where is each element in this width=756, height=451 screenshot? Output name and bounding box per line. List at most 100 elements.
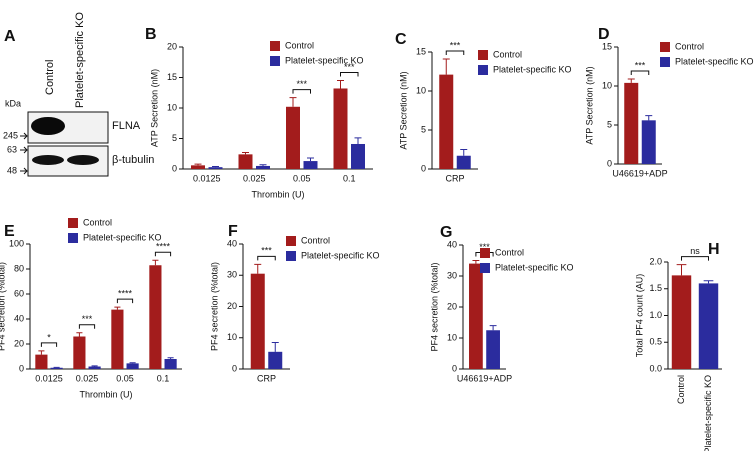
bar	[351, 143, 365, 169]
y-axis-label: ATP Secretion (nM)	[398, 71, 408, 149]
significance-label: ****	[156, 242, 171, 252]
significance-bracket	[116, 298, 134, 304]
y-tick-label: 0	[19, 363, 24, 373]
error-bar	[645, 115, 653, 121]
significance-label: ****	[118, 289, 133, 299]
bar	[469, 263, 483, 369]
panel-label: C	[395, 31, 407, 48]
marker-arrow	[20, 146, 28, 154]
bar	[73, 336, 86, 369]
legend-label: Platelet-specific KO	[83, 232, 162, 242]
bar	[333, 88, 348, 169]
marker-label: 245	[3, 130, 18, 140]
bar	[698, 283, 719, 369]
y-tick-label: 30	[227, 270, 237, 280]
legend-label: Platelet-specific KO	[285, 55, 364, 65]
x-tick-label: CRP	[257, 373, 276, 383]
significance-bracket	[78, 324, 96, 329]
y-tick-label: 10	[416, 85, 426, 95]
significance-label: ***	[261, 246, 272, 256]
bar	[238, 154, 253, 169]
y-tick-label: 1.0	[649, 310, 662, 320]
y-tick-label: 10	[227, 332, 237, 342]
y-tick-label: 20	[167, 41, 177, 51]
y-axis-label: PF4 secretion (%total)	[209, 262, 219, 351]
error-bar	[242, 152, 249, 155]
y-tick-label: 15	[602, 41, 612, 51]
legend-swatch	[480, 248, 490, 258]
legend-swatch	[68, 218, 78, 228]
y-tick-label: 20	[14, 338, 24, 348]
y-tick-label: 5	[421, 124, 426, 134]
significance-bracket	[154, 251, 172, 257]
significance-label: ***	[479, 242, 490, 252]
significance-bracket	[340, 72, 359, 77]
significance-bracket	[681, 256, 709, 261]
y-tick-label: 20	[227, 301, 237, 311]
legend-label: Control	[495, 247, 524, 257]
bar	[671, 275, 692, 369]
error-bar	[167, 357, 174, 359]
legend-label: Control	[675, 41, 704, 51]
legend-swatch	[480, 263, 490, 273]
error-bar	[152, 259, 159, 266]
error-bar	[337, 80, 344, 89]
x-tick-label: 0.1	[157, 373, 170, 383]
error-bar	[489, 325, 497, 331]
x-axis-label: Thrombin (U)	[79, 389, 132, 399]
significance-bracket	[257, 255, 276, 261]
error-bar	[212, 166, 219, 168]
y-axis-label: ATP Secretion (nM)	[584, 66, 594, 144]
y-tick-label: 40	[227, 238, 237, 248]
panel-label: F	[228, 223, 238, 240]
y-tick-label: 20	[447, 301, 457, 311]
y-tick-label: 10	[167, 102, 177, 112]
error-bar	[114, 306, 121, 310]
error-bar	[91, 365, 98, 367]
x-tick-label: 0.1	[343, 173, 356, 183]
x-tick-label: U46619+ADP	[457, 373, 512, 383]
error-bar	[289, 97, 297, 107]
protein-label: FLNA	[112, 120, 141, 132]
y-tick-label: 40	[447, 239, 457, 249]
y-tick-label: 0	[172, 163, 177, 173]
legend-label: Control	[301, 235, 330, 245]
bar	[149, 265, 162, 369]
x-tick-label: 0.025	[76, 373, 99, 383]
panel-label: G	[440, 224, 452, 241]
y-tick-label: 5	[607, 119, 612, 129]
significance-label: ***	[635, 60, 646, 70]
protein-label: β-tubulin	[112, 154, 154, 166]
legend-swatch	[478, 65, 488, 75]
bar	[456, 155, 471, 169]
legend-swatch	[270, 41, 280, 51]
bar	[88, 366, 101, 369]
x-tick-label: Control	[676, 375, 686, 404]
panel-label: B	[145, 26, 157, 43]
unit-label: kDa	[5, 98, 21, 108]
marker-arrow	[20, 167, 28, 175]
blot-band	[31, 117, 65, 135]
error-bar	[129, 362, 136, 364]
legend-label: Control	[285, 40, 314, 50]
legend-swatch	[286, 236, 296, 246]
bar	[641, 120, 656, 164]
y-tick-label: 1.5	[649, 283, 662, 293]
bar	[35, 354, 48, 369]
bar	[486, 330, 500, 369]
legend-swatch	[286, 251, 296, 261]
error-bar	[38, 350, 45, 355]
y-tick-label: 40	[14, 313, 24, 323]
legend-label: Platelet-specific KO	[675, 56, 754, 66]
marker-label: 63	[7, 144, 17, 154]
error-bar	[76, 332, 83, 337]
error-bar	[703, 280, 714, 284]
x-tick-label: 0.0125	[35, 373, 63, 383]
legend-swatch	[68, 233, 78, 243]
y-tick-label: 5	[172, 133, 177, 143]
x-tick-label: 0.05	[293, 173, 311, 183]
significance-label: ***	[296, 79, 307, 89]
y-tick-label: 10	[602, 80, 612, 90]
significance-bracket	[40, 342, 58, 347]
y-axis-label: Total PF4 count (AU)	[634, 274, 644, 358]
